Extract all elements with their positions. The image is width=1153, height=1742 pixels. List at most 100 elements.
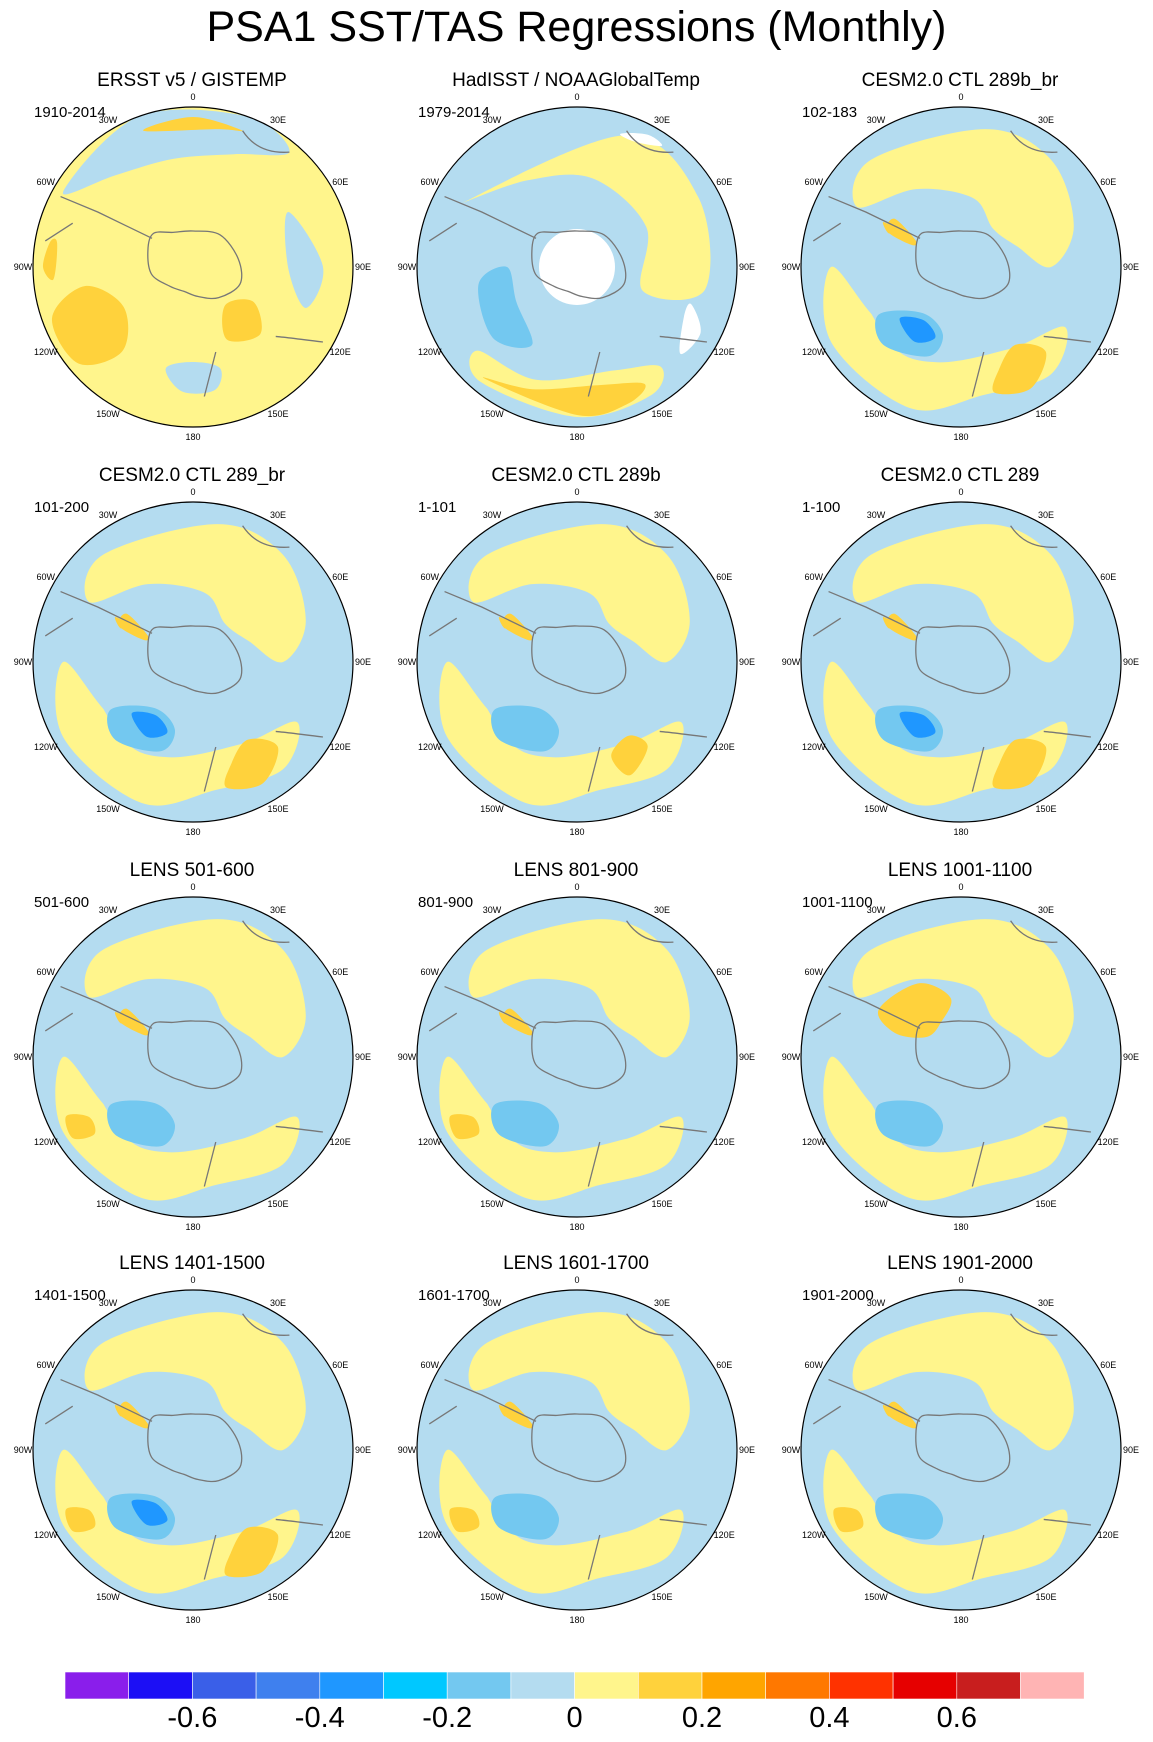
- colorbar-cell: [64, 1671, 130, 1700]
- longitude-label: 60E: [1100, 1360, 1116, 1370]
- polar-map: 0 30E 60E 90E 120E 150E 180 150W 120W 90W 60W 30W: [782, 487, 1139, 837]
- longitude-label: 30E: [654, 905, 670, 915]
- longitude-label: 90W: [398, 1445, 417, 1455]
- panel-period: 1-101: [418, 499, 457, 516]
- colorbar-cell: [765, 1671, 830, 1700]
- longitude-label: 150E: [1035, 1199, 1056, 1209]
- longitude-label: 150W: [864, 1199, 888, 1209]
- longitude-label: 120E: [1098, 347, 1119, 357]
- polar-map: 0 30E 60E 90E 120E 150E 180 150W 120W 90W 60W 30W: [782, 882, 1139, 1232]
- map-panel: CESM2.0 CTL 289b_br 0 30E 60E 90E 120E 150E 180…: [768, 70, 1152, 465]
- colorbar-tick-label: 0: [566, 1702, 583, 1734]
- longitude-label: 90E: [355, 1052, 371, 1062]
- colorbar-cell: [574, 1671, 639, 1700]
- longitude-label: 150W: [864, 1592, 888, 1602]
- longitude-label: 150E: [1035, 409, 1056, 419]
- longitude-label: 60W: [805, 572, 824, 582]
- longitude-label: 30E: [1038, 115, 1054, 125]
- colorbar-tick-label: -0.4: [294, 1702, 345, 1734]
- panel-period: 1901-2000: [802, 1287, 874, 1304]
- panel-title: LENS 1401-1500: [119, 1253, 265, 1274]
- longitude-label: 180: [953, 1615, 968, 1625]
- longitude-label: 90E: [739, 657, 755, 667]
- polar-map: 0 30E 60E 90E 120E 150E 180 150W 120W 90W 60W 30W: [782, 92, 1139, 442]
- map-panel: ERSST v5 / GISTEMP 0 30E 60E 90E 120E 150E 180 1…: [0, 70, 384, 465]
- longitude-label: 0: [190, 1275, 195, 1285]
- panel-title: CESM2.0 CTL 289: [880, 465, 1040, 486]
- longitude-label: 0: [190, 92, 195, 102]
- polar-map: 0 30E 60E 90E 120E 150E 180 150W 120W 90W 60W 30W: [14, 92, 371, 442]
- longitude-label: 150W: [864, 409, 888, 419]
- map-boundary: [416, 896, 738, 1218]
- longitude-label: 30E: [270, 905, 286, 915]
- longitude-label: 30W: [867, 1298, 886, 1308]
- longitude-label: 90W: [398, 262, 417, 272]
- longitude-label: 30E: [270, 1298, 286, 1308]
- map-boundary: [32, 1289, 354, 1611]
- colorbar-cell: [128, 1671, 193, 1700]
- polar-map: 0 30E 60E 90E 120E 150E 180 150W 120W 90W 60W 30W: [398, 487, 755, 837]
- regression-field: [33, 1290, 353, 1610]
- map-boundary: [32, 501, 354, 823]
- longitude-label: 30W: [867, 905, 886, 915]
- longitude-label: 90W: [782, 262, 801, 272]
- longitude-label: 120E: [1098, 1530, 1119, 1540]
- longitude-label: 90E: [739, 1445, 755, 1455]
- map-panel: LENS 1401-1500 0 30E 60E 90E 120E 150E 180 150W 1…: [0, 1253, 384, 1648]
- longitude-label: 60E: [332, 967, 348, 977]
- colorbar-tick-label: 0.2: [681, 1702, 723, 1734]
- regression-field: [417, 1290, 737, 1610]
- longitude-label: 60W: [37, 177, 56, 187]
- longitude-label: 180: [953, 432, 968, 442]
- longitude-label: 150E: [651, 1199, 672, 1209]
- panel-title: CESM2.0 CTL 289b_br: [861, 70, 1059, 91]
- longitude-label: 60W: [421, 1360, 440, 1370]
- longitude-label: 150E: [1035, 1592, 1056, 1602]
- longitude-label: 90E: [1123, 1052, 1139, 1062]
- longitude-label: 120W: [34, 347, 58, 357]
- map-panel: CESM2.0 CTL 289b 0 30E 60E 90E 120E 150E 180 150…: [384, 465, 768, 860]
- longitude-label: 90W: [782, 1445, 801, 1455]
- longitude-label: 60E: [332, 572, 348, 582]
- map-panel: CESM2.0 CTL 289_br 0 30E 60E 90E 120E 150E 180 1…: [0, 465, 384, 860]
- longitude-label: 120E: [1098, 742, 1119, 752]
- panel-period: 102-183: [802, 104, 858, 121]
- regression-field: [417, 502, 737, 822]
- longitude-label: 60E: [1100, 572, 1116, 582]
- longitude-label: 120W: [34, 1137, 58, 1147]
- map-boundary: [416, 1289, 738, 1611]
- longitude-label: 90W: [14, 657, 33, 667]
- longitude-label: 150W: [864, 804, 888, 814]
- colorbar-cell: [319, 1671, 384, 1700]
- longitude-label: 90E: [355, 657, 371, 667]
- longitude-label: 60W: [805, 177, 824, 187]
- longitude-label: 150E: [267, 1592, 288, 1602]
- longitude-label: 60E: [716, 572, 732, 582]
- longitude-label: 60W: [37, 572, 56, 582]
- longitude-label: 0: [958, 882, 963, 892]
- panel-period: 1910-2014: [34, 104, 106, 121]
- colorbar-tick-label: 0.6: [936, 1702, 977, 1734]
- longitude-label: 150W: [96, 1199, 120, 1209]
- longitude-label: 150W: [96, 409, 120, 419]
- longitude-label: 180: [953, 827, 968, 837]
- colorbar-tick-label: -0.2: [422, 1702, 473, 1734]
- panel-title: LENS 1601-1700: [503, 1253, 649, 1274]
- map-panel: LENS 1001-1100 0 30E 60E 90E 120E 150E 180 150W 1…: [768, 860, 1152, 1255]
- regression-field: [417, 107, 737, 427]
- longitude-label: 60W: [421, 177, 440, 187]
- longitude-label: 30E: [654, 1298, 670, 1308]
- longitude-label: 120E: [330, 742, 351, 752]
- panel-period: 1979-2014: [418, 104, 490, 121]
- longitude-label: 90W: [14, 262, 33, 272]
- longitude-label: 180: [569, 1222, 584, 1232]
- regression-field: [801, 502, 1121, 822]
- longitude-label: 0: [958, 487, 963, 497]
- longitude-label: 90W: [398, 1052, 417, 1062]
- colorbar-cell: [701, 1671, 767, 1700]
- longitude-label: 180: [185, 1222, 200, 1232]
- panel-period: 501-600: [34, 894, 90, 911]
- longitude-label: 60W: [421, 572, 440, 582]
- panel-title: CESM2.0 CTL 289b: [491, 465, 661, 486]
